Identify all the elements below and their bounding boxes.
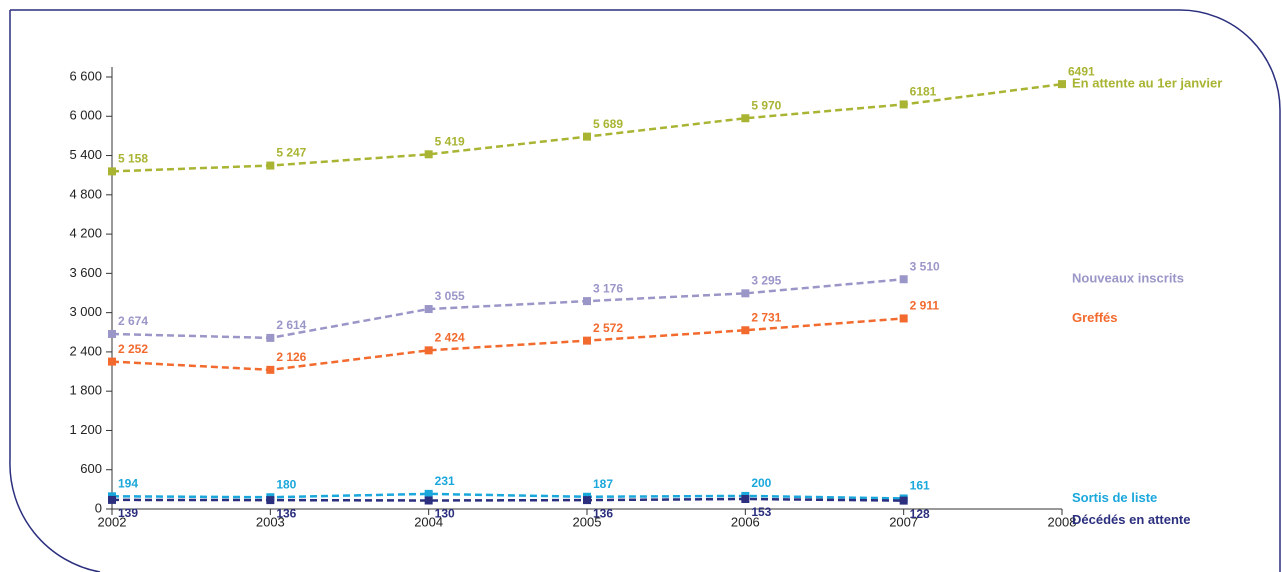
marker xyxy=(741,494,750,503)
data-label: 180 xyxy=(276,477,296,491)
marker xyxy=(899,100,908,109)
series-line xyxy=(111,278,904,340)
marker xyxy=(424,305,433,314)
marker xyxy=(424,150,433,159)
x-tick-label: 2004 xyxy=(414,514,443,529)
marker xyxy=(583,297,591,306)
data-label: 231 xyxy=(435,474,455,488)
marker xyxy=(266,333,275,342)
marker xyxy=(266,161,275,170)
data-label: 139 xyxy=(118,506,138,520)
marker xyxy=(108,167,116,176)
marker xyxy=(424,496,433,505)
marker xyxy=(108,329,116,338)
legend-label: En attente au 1er janvier xyxy=(1072,76,1222,91)
marker xyxy=(899,496,908,505)
data-label: 130 xyxy=(435,507,455,521)
data-label: 153 xyxy=(751,505,771,519)
data-label: 5 970 xyxy=(751,98,781,112)
marker xyxy=(583,132,591,141)
y-tick-label: 5 400 xyxy=(69,147,102,162)
x-tick-label: 2006 xyxy=(731,514,760,529)
data-label: 2 731 xyxy=(751,310,781,324)
data-label: 2 614 xyxy=(276,318,306,332)
x-tick-label: 2008 xyxy=(1048,514,1077,529)
y-tick-label: 3 000 xyxy=(69,304,102,319)
marker xyxy=(266,365,275,374)
data-label: 5 689 xyxy=(593,117,623,131)
marker xyxy=(108,357,116,366)
data-label: 2 911 xyxy=(910,299,940,313)
x-tick-label: 2007 xyxy=(889,514,918,529)
marker xyxy=(899,314,908,323)
legend-label: Sortis de liste xyxy=(1072,490,1157,505)
data-label: 187 xyxy=(593,477,613,491)
data-label: 2 424 xyxy=(435,331,465,345)
marker xyxy=(424,346,433,355)
data-label: 136 xyxy=(276,506,296,520)
y-tick-label: 3 600 xyxy=(69,265,102,280)
marker xyxy=(583,336,591,345)
marker xyxy=(899,275,908,284)
data-label: 3 295 xyxy=(751,273,781,287)
y-tick-label: 4 800 xyxy=(69,186,102,201)
data-label: 2 126 xyxy=(276,350,306,364)
data-label: 200 xyxy=(751,476,771,490)
data-label: 6491 xyxy=(1068,64,1095,78)
data-label: 2 252 xyxy=(118,342,148,356)
data-label: 3 055 xyxy=(435,289,465,303)
y-tick-label: 0 xyxy=(95,500,102,515)
marker xyxy=(583,496,591,505)
x-tick-label: 2002 xyxy=(98,514,127,529)
marker xyxy=(424,489,433,498)
data-label: 161 xyxy=(910,479,930,493)
legend-label: Greffés xyxy=(1072,310,1118,325)
data-label: 194 xyxy=(118,476,138,490)
data-label: 5 158 xyxy=(118,152,148,166)
series-line xyxy=(111,492,904,500)
marker xyxy=(741,326,750,335)
y-tick-label: 2 400 xyxy=(69,343,102,358)
data-label: 2 572 xyxy=(593,321,623,335)
y-tick-label: 600 xyxy=(80,461,102,476)
y-tick-label: 1 200 xyxy=(69,422,102,437)
series-line xyxy=(111,317,904,372)
marker xyxy=(1058,80,1066,89)
data-label: 2 674 xyxy=(118,314,148,328)
data-label: 3 510 xyxy=(910,259,940,273)
data-label: 6181 xyxy=(910,85,937,99)
y-tick-label: 6 000 xyxy=(69,108,102,123)
data-label: 3 176 xyxy=(593,281,623,295)
data-label: 5 247 xyxy=(276,146,306,160)
legend-label: Nouveaux inscrits xyxy=(1072,271,1184,286)
data-label: 128 xyxy=(910,507,930,521)
marker xyxy=(266,496,275,505)
legend-label: Décédés en attente xyxy=(1072,512,1191,527)
data-label: 5 419 xyxy=(435,134,465,148)
data-label: 136 xyxy=(593,506,613,520)
y-tick-label: 4 200 xyxy=(69,226,102,241)
x-tick-label: 2003 xyxy=(256,514,285,529)
frame xyxy=(9,9,1281,572)
marker xyxy=(741,114,750,123)
y-tick-label: 6 600 xyxy=(69,68,102,83)
marker xyxy=(741,289,750,298)
y-tick-label: 1 800 xyxy=(69,383,102,398)
x-tick-label: 2005 xyxy=(573,514,602,529)
marker xyxy=(108,495,116,504)
series-line xyxy=(111,497,904,502)
